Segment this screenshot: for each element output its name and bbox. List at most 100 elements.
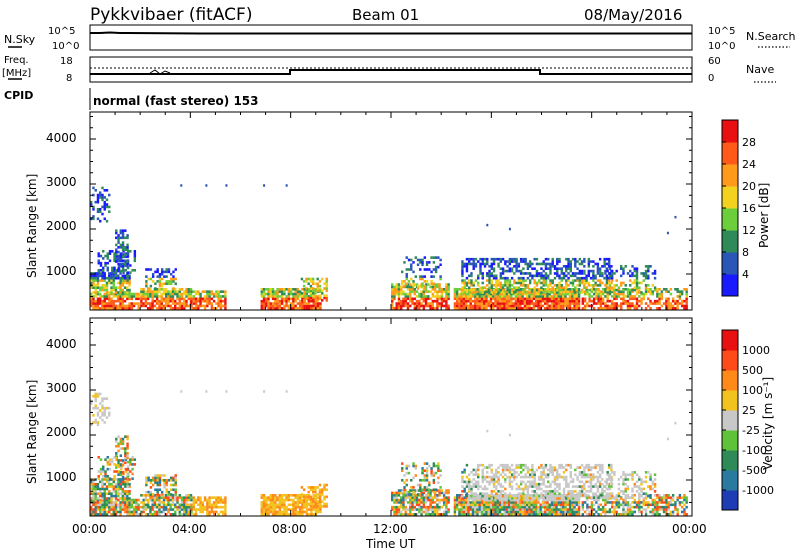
power-echo: [220, 305, 222, 308]
velocity-echo: [416, 503, 418, 506]
power-echo: [629, 302, 631, 305]
power-echo: [613, 295, 615, 298]
power-echo: [441, 293, 443, 296]
power-echo: [503, 305, 505, 308]
power-echo: [99, 289, 101, 292]
power-echo: [220, 302, 222, 305]
power-echo: [606, 279, 608, 282]
power-echo: [416, 290, 418, 293]
power-echo: [217, 297, 219, 300]
velocity-echo: [558, 501, 560, 504]
power-echo: [670, 302, 672, 305]
power-echo: [488, 270, 490, 273]
power-echo: [536, 289, 538, 292]
velocity-echo: [475, 492, 477, 495]
power-echo: [111, 250, 113, 253]
power-echo: [494, 300, 496, 303]
power-echo: [529, 282, 531, 285]
power-echo: [95, 275, 97, 278]
velocity-echo: [101, 497, 103, 500]
power-echo: [522, 258, 524, 261]
velocity-echo: [542, 501, 544, 504]
power-echo: [562, 295, 564, 298]
power-echo: [488, 265, 490, 268]
power-echo: [204, 307, 206, 310]
velocity-echo: [411, 513, 413, 516]
velocity-echo: [106, 481, 108, 484]
power-echo: [190, 295, 192, 298]
power-echo: [417, 259, 419, 262]
power-echo: [636, 282, 638, 285]
velocity-echo: [95, 393, 97, 396]
power-echo: [561, 270, 563, 273]
power-echo: [537, 300, 539, 303]
velocity-echo: [283, 513, 285, 516]
power-echo: [634, 305, 636, 308]
velocity-echo: [101, 404, 103, 407]
velocity-echo: [524, 501, 526, 504]
velocity-echo: [408, 465, 410, 468]
power-echo: [211, 302, 213, 305]
power-echo: [506, 265, 508, 268]
velocity-echo: [551, 511, 553, 514]
velocity-echo: [174, 503, 176, 506]
power-echo: [190, 293, 192, 296]
velocity-echo: [301, 486, 303, 489]
power-echo: [606, 289, 608, 292]
power-echo: [472, 305, 474, 308]
power-echo: [506, 286, 508, 289]
colorbar-tick-label: 28: [742, 136, 756, 149]
velocity-echo: [533, 483, 535, 486]
velocity-echo: [199, 496, 201, 499]
velocity-echo: [470, 513, 472, 516]
power-echo: [520, 282, 522, 285]
power-echo: [314, 292, 316, 295]
power-echo: [115, 275, 117, 278]
velocity-echo: [429, 499, 431, 502]
velocity-echo: [463, 501, 465, 504]
velocity-echo: [185, 496, 187, 499]
velocity-echo: [117, 435, 119, 438]
power-echo: [101, 275, 103, 278]
velocity-echo: [117, 450, 119, 453]
power-echo: [224, 297, 226, 300]
power-echo: [183, 302, 185, 305]
power-echo: [108, 307, 110, 310]
velocity-echo: [166, 479, 168, 482]
power-echo: [463, 279, 465, 282]
power-echo: [681, 290, 683, 293]
power-echo: [140, 300, 142, 303]
velocity-echo: [578, 511, 580, 514]
velocity-echo: [131, 468, 133, 471]
power-echo: [435, 285, 437, 288]
power-echo: [545, 282, 547, 285]
velocity-echo: [129, 470, 131, 473]
power-echo: [407, 305, 409, 308]
power-echo: [571, 300, 573, 303]
power-echo: [312, 292, 314, 295]
velocity-echo: [512, 503, 514, 506]
power-echo: [310, 287, 312, 290]
velocity-echo: [398, 489, 400, 492]
power-echo: [583, 282, 585, 285]
velocity-echo: [98, 477, 100, 480]
power-echo: [543, 275, 545, 278]
power-echo: [463, 265, 465, 268]
power-echo: [658, 302, 660, 305]
power-echo: [529, 275, 531, 278]
velocity-echo: [423, 506, 425, 509]
velocity-echo: [145, 479, 147, 482]
power-echo: [473, 260, 475, 263]
velocity-echo: [474, 511, 476, 514]
power-echo: [515, 289, 517, 292]
power-echo: [108, 272, 110, 275]
velocity-echo: [558, 508, 560, 511]
power-echo: [476, 293, 478, 296]
velocity-echo: [493, 473, 495, 476]
power-echo: [165, 297, 167, 300]
power-echo: [524, 302, 526, 305]
velocity-echo: [270, 508, 272, 511]
power-echo: [609, 275, 611, 278]
velocity-echo: [179, 513, 181, 516]
